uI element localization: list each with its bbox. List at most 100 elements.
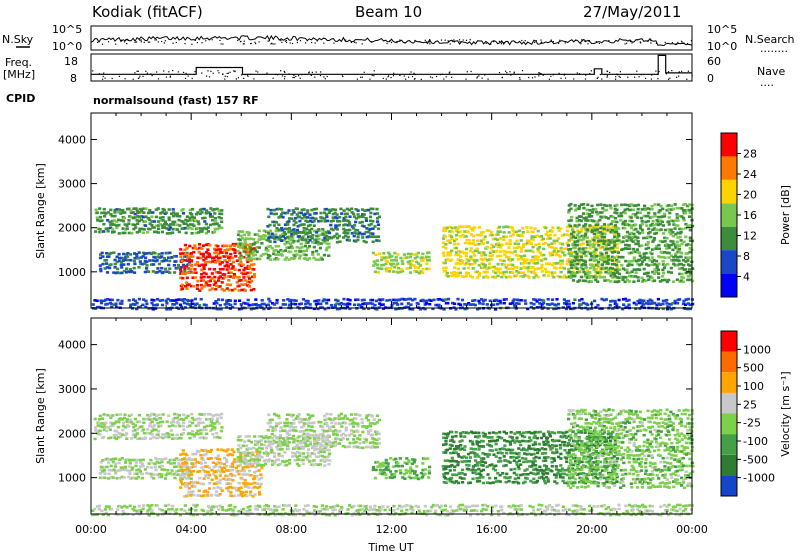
power-cell bbox=[450, 235, 454, 238]
power-cell bbox=[169, 231, 173, 235]
power-cell bbox=[464, 274, 468, 278]
power-cell bbox=[527, 269, 531, 273]
velocity-cell bbox=[137, 468, 141, 471]
power-cell bbox=[177, 298, 181, 301]
power-cell bbox=[569, 236, 573, 240]
power-cell bbox=[304, 299, 308, 303]
power-cell bbox=[445, 271, 449, 275]
power-cell bbox=[683, 211, 687, 215]
velocity-cell bbox=[289, 424, 293, 428]
velocity-cell bbox=[298, 454, 302, 458]
velocity-cell bbox=[185, 466, 190, 470]
power-cell bbox=[334, 298, 338, 302]
power-cell bbox=[583, 260, 587, 264]
velocity-cell bbox=[181, 473, 185, 477]
power-cell bbox=[158, 299, 162, 302]
nsearch-dot bbox=[564, 42, 566, 44]
power-cell bbox=[636, 207, 640, 211]
power-cell bbox=[560, 259, 564, 263]
power-cell bbox=[602, 203, 606, 207]
nsearch-dot bbox=[254, 41, 256, 43]
power-cell bbox=[145, 252, 149, 255]
velocity-cell bbox=[100, 417, 104, 420]
power-cell bbox=[502, 274, 506, 277]
velocity-cell bbox=[316, 463, 320, 466]
power-cell bbox=[129, 303, 133, 307]
nave-dot bbox=[363, 71, 365, 73]
power-cell bbox=[573, 246, 577, 250]
power-cell bbox=[586, 250, 590, 254]
power-cell bbox=[93, 299, 97, 302]
velocity-cell bbox=[153, 413, 157, 416]
power-cell bbox=[684, 256, 688, 259]
power-cell bbox=[567, 270, 571, 274]
velocity-cell bbox=[249, 455, 253, 458]
power-cell bbox=[463, 307, 467, 311]
power-cell bbox=[202, 267, 206, 271]
power-cell bbox=[287, 220, 291, 223]
velocity-cell bbox=[196, 432, 200, 436]
power-cell bbox=[686, 278, 690, 282]
power-cell bbox=[146, 211, 151, 215]
nsearch-dot bbox=[279, 39, 281, 41]
power-y-tick-label: 4000 bbox=[58, 133, 86, 146]
velocity-cell bbox=[310, 459, 314, 463]
power-cell bbox=[124, 228, 128, 231]
power-cell bbox=[190, 232, 194, 235]
power-cell bbox=[257, 246, 261, 249]
nave-dot bbox=[341, 74, 343, 76]
power-cell bbox=[363, 209, 367, 212]
power-cell bbox=[511, 267, 515, 271]
velocity-cell bbox=[111, 457, 116, 461]
velocity-cell bbox=[206, 470, 210, 474]
nsearch-dot bbox=[503, 42, 505, 44]
power-cell bbox=[563, 253, 567, 257]
power-cell bbox=[392, 258, 396, 262]
power-cell bbox=[135, 301, 139, 305]
power-cell bbox=[322, 253, 327, 257]
power-cell bbox=[515, 266, 519, 269]
power-cell bbox=[615, 203, 619, 207]
power-cell bbox=[185, 259, 189, 262]
power-cell bbox=[586, 230, 590, 233]
power-cell bbox=[671, 234, 675, 238]
power-cell bbox=[600, 263, 604, 267]
power-cell bbox=[183, 243, 187, 247]
velocity-cell bbox=[329, 418, 333, 421]
power-cell bbox=[422, 299, 427, 303]
velocity-cell bbox=[288, 462, 292, 465]
power-cell bbox=[343, 212, 347, 216]
power-cell bbox=[615, 266, 620, 270]
power-cell bbox=[536, 249, 540, 253]
velocity-cell bbox=[145, 472, 149, 475]
velocity-cell bbox=[260, 435, 264, 438]
velocity-cell bbox=[155, 436, 159, 440]
nsearch-dot bbox=[126, 43, 128, 45]
power-cell bbox=[110, 305, 114, 309]
power-cell bbox=[629, 251, 633, 255]
nave-label: Nave bbox=[757, 65, 785, 78]
velocity-cell bbox=[185, 453, 189, 457]
power-cell bbox=[313, 299, 317, 303]
power-cell bbox=[667, 204, 671, 207]
velocity-cell bbox=[292, 422, 296, 425]
velocity-cell bbox=[279, 429, 283, 433]
power-cell bbox=[174, 228, 178, 231]
velocity-cell bbox=[308, 436, 312, 440]
power-cell bbox=[611, 225, 615, 229]
power-cell bbox=[281, 228, 285, 232]
power-cell bbox=[185, 281, 189, 284]
power-cell bbox=[603, 254, 607, 258]
power-cell bbox=[602, 235, 607, 239]
nave-dot bbox=[451, 76, 453, 78]
power-cell bbox=[411, 298, 415, 302]
power-cell bbox=[183, 248, 187, 252]
power-cell bbox=[171, 227, 175, 231]
power-cell bbox=[272, 258, 277, 261]
power-cell bbox=[119, 263, 123, 267]
velocity-cell bbox=[223, 466, 227, 469]
nsearch-dot bbox=[535, 40, 537, 42]
velocity-cell bbox=[160, 468, 164, 471]
power-cell bbox=[213, 230, 217, 234]
nave-dot bbox=[361, 76, 363, 78]
